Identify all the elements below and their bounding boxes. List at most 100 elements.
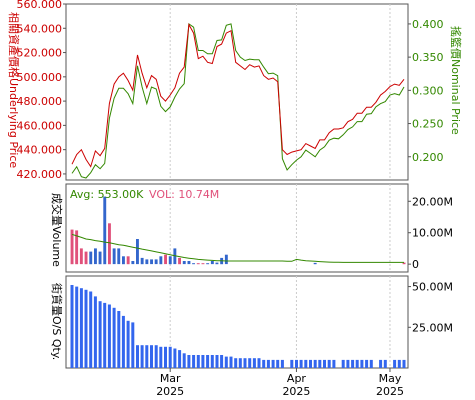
os-qty-bar — [327, 359, 331, 368]
os-qty-bar — [229, 356, 233, 368]
os-qty-bar — [154, 345, 158, 368]
os-qty-bar — [290, 359, 294, 368]
volume-panel-frame — [65, 183, 409, 273]
volume-average-line — [71, 233, 404, 263]
os-qty-bar — [150, 345, 153, 368]
x-month-label: Apr — [287, 372, 307, 385]
os-qty-bar — [206, 355, 210, 368]
price-left-tick-label: 520.000 — [17, 47, 63, 60]
volume-bars — [70, 196, 406, 265]
volume-bar — [140, 257, 144, 265]
volume-bar — [173, 248, 177, 265]
volume-bar — [187, 261, 191, 265]
volume-bar — [192, 263, 195, 265]
os-qty-bar — [117, 311, 121, 368]
underlying-price-axis-label: 相關資產價格Underlying Price — [7, 12, 21, 168]
os-qty-bar — [351, 359, 355, 368]
volume-avg-label: Avg: 553.00K — [70, 188, 144, 201]
price-left-tick-label: 440.000 — [17, 144, 63, 157]
volume-vol-label: VOL: 10.74M — [149, 188, 219, 201]
volume-bar — [94, 248, 97, 265]
volume-bar — [201, 263, 205, 265]
os-qty-bar — [257, 358, 261, 368]
volume-bar — [150, 259, 153, 265]
volume-bar — [79, 248, 83, 265]
os-qty-bar — [397, 359, 401, 368]
os-qty-tick-label: 50.00M — [412, 281, 453, 294]
x-year-label: 2025 — [376, 385, 404, 398]
volume-avg-line — [71, 233, 404, 263]
volume-tick-label: 10.00M — [412, 227, 453, 240]
volume-tick-label: 0 — [412, 258, 419, 271]
volume-bar — [89, 251, 93, 265]
volume-bar — [206, 263, 210, 265]
os-qty-bar — [75, 286, 79, 368]
os-qty-bar — [346, 359, 350, 368]
volume-axis-label: 成交量Volume — [50, 193, 64, 267]
price-panel: 420.000 440.000 460.000 480.000 500.000 520.0… — [7, 0, 463, 181]
os-qty-bar — [271, 359, 275, 368]
os-qty-bar — [360, 359, 364, 368]
volume-bar — [215, 262, 219, 265]
os-qty-bar — [215, 355, 219, 368]
os-qty-bar — [262, 359, 266, 368]
os-qty-bar — [70, 285, 74, 368]
price-right-tick-label: 0.250 — [412, 118, 444, 131]
price-right-axis: 0.200 0.250 0.300 0.350 0.400 — [408, 18, 444, 164]
os-qty-bar — [107, 304, 111, 368]
x-month-label: Mar — [160, 372, 181, 385]
os-qty-bar — [383, 359, 387, 368]
os-qty-bar — [187, 355, 191, 368]
price-lines — [71, 22, 405, 179]
volume-bar — [136, 239, 139, 265]
volume-bar — [117, 248, 121, 265]
os-qty-bar — [318, 359, 322, 368]
os-qty-bar — [196, 355, 200, 368]
nominal-price-line — [71, 22, 405, 179]
volume-bar — [70, 229, 74, 265]
os-qty-bar — [355, 359, 359, 368]
os-qty-bar — [224, 356, 228, 368]
os-qty-bar — [84, 289, 88, 368]
os-qty-bar — [243, 358, 247, 368]
os-qty-bar — [248, 358, 252, 368]
volume-bar — [154, 259, 158, 265]
volume-bar — [313, 262, 317, 265]
price-left-tick-label: 420.000 — [17, 168, 63, 181]
os-qty-bar — [323, 359, 326, 368]
os-qty-bar — [93, 296, 97, 368]
volume-right-axis: 0 10.00M 20.00M — [408, 195, 453, 271]
os-qty-bars — [70, 285, 406, 368]
volume-bar — [126, 256, 130, 265]
os-qty-bar — [136, 345, 139, 368]
os-qty-bar — [210, 355, 214, 368]
os-qty-bar — [238, 358, 242, 368]
os-qty-bar — [341, 359, 345, 368]
os-qty-bar — [266, 359, 270, 368]
os-qty-bar — [313, 359, 317, 368]
volume-bar — [131, 261, 135, 265]
os-qty-bar — [379, 359, 383, 368]
volume-bar — [178, 257, 181, 265]
os-qty-bar — [164, 346, 167, 368]
os-qty-bar — [131, 322, 135, 368]
x-year-label: 2025 — [156, 385, 184, 398]
os-qty-bar — [173, 348, 177, 368]
volume-bar — [164, 254, 167, 265]
os-qty-bar — [365, 359, 369, 368]
volume-tick-label: 20.00M — [412, 195, 453, 208]
os-qty-bar — [252, 358, 256, 368]
os-qty-bar — [89, 291, 93, 368]
os-qty-tick-label: 25.00M — [412, 321, 453, 334]
os-qty-bar — [276, 359, 280, 368]
volume-bar — [196, 263, 200, 265]
volume-bar — [122, 256, 125, 265]
price-panel-frame — [65, 3, 409, 181]
volume-bar — [182, 261, 186, 265]
os-qty-bar — [201, 355, 205, 368]
os-qty-right-axis: 25.00M 50.00M — [408, 281, 453, 334]
os-qty-bar — [234, 358, 238, 368]
os-qty-bar — [168, 346, 172, 368]
os-qty-axis-label: 街貨量O/S Qty. — [50, 283, 64, 360]
os-qty-bar — [309, 359, 312, 368]
